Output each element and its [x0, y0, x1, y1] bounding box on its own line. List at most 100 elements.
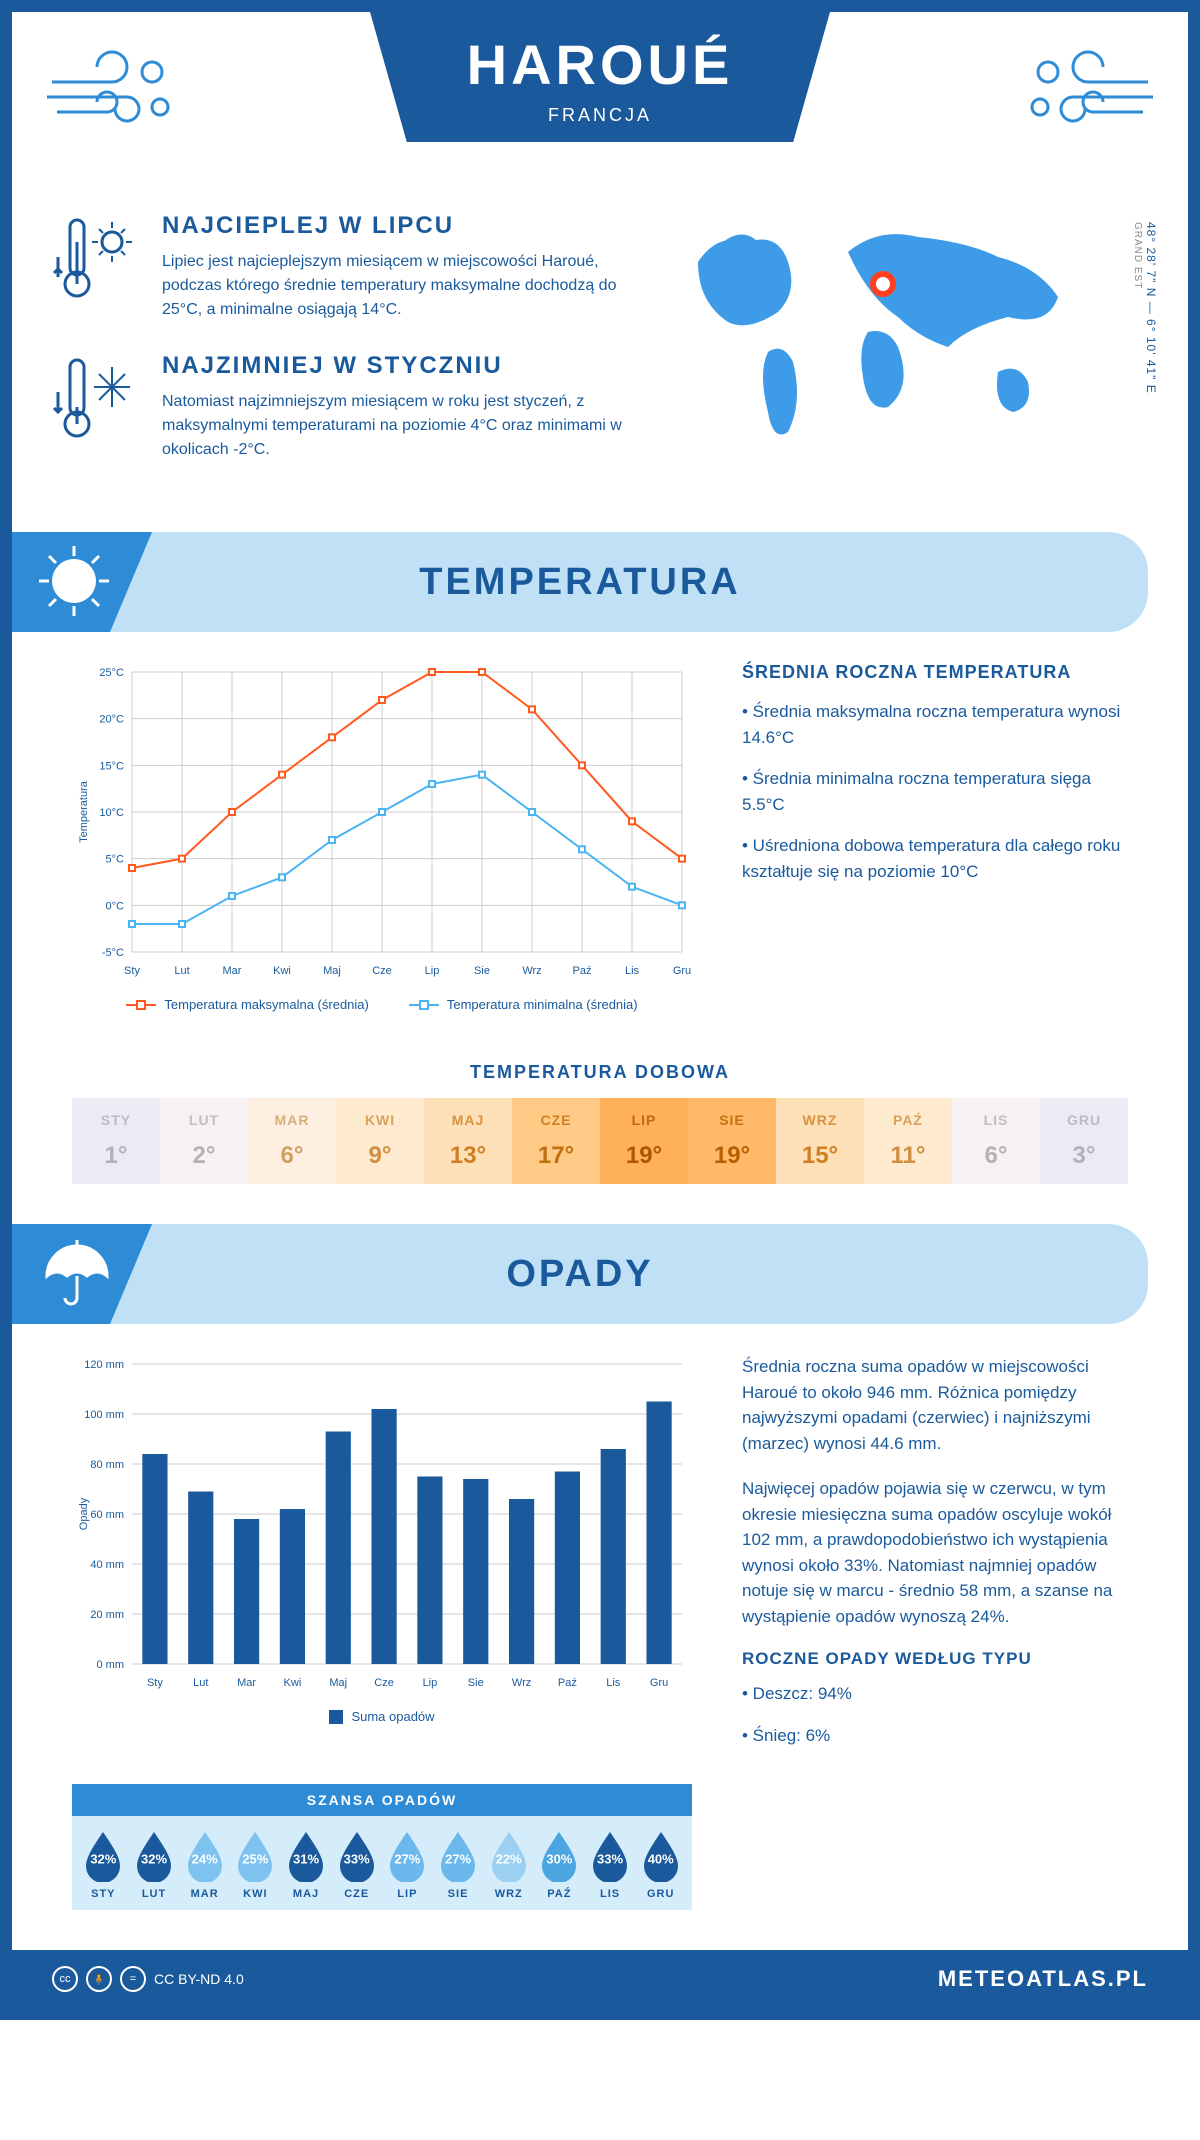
svg-text:Paź: Paź — [573, 965, 592, 977]
annual-temp-b3: • Uśredniona dobowa temperatura dla całe… — [742, 833, 1128, 884]
daily-cell: LUT2° — [160, 1098, 248, 1184]
svg-text:0 mm: 0 mm — [97, 1659, 125, 1671]
svg-text:Gru: Gru — [673, 965, 691, 977]
svg-text:120 mm: 120 mm — [84, 1359, 124, 1371]
daily-cell: PAŹ11° — [864, 1098, 952, 1184]
legend-precip: Suma opadów — [351, 1709, 434, 1724]
precip-snow: • Śnieg: 6% — [742, 1723, 1128, 1749]
header: HAROUÉ FRANCJA — [12, 12, 1188, 192]
hottest-title: NAJCIEPLEJ W LIPCU — [162, 212, 628, 240]
svg-text:Maj: Maj — [323, 965, 341, 977]
thermometer-cold-icon — [52, 352, 142, 442]
annual-temp-heading: ŚREDNIA ROCZNA TEMPERATURA — [742, 662, 1128, 683]
rain-chance-cell: 24%MAR — [179, 1830, 230, 1900]
license-icons: cc 🧍 = CC BY-ND 4.0 — [52, 1966, 244, 1992]
svg-text:Lut: Lut — [193, 1677, 208, 1689]
wind-icon — [1018, 42, 1158, 142]
umbrella-icon — [37, 1236, 112, 1311]
svg-text:40 mm: 40 mm — [90, 1559, 124, 1571]
svg-text:10°C: 10°C — [99, 807, 124, 819]
temp-section-head: TEMPERATURA — [12, 532, 1148, 632]
daily-temp-table: STY1°LUT2°MAR6°KWI9°MAJ13°CZE17°LIP19°SI… — [72, 1098, 1128, 1184]
annual-temp-b1: • Średnia maksymalna roczna temperatura … — [742, 699, 1128, 750]
rain-chance-cell: 31%MAJ — [281, 1830, 332, 1900]
world-map: 48° 28' 7" N — 6° 10' 41" E GRAND EST — [668, 212, 1148, 492]
svg-text:Paź: Paź — [558, 1677, 577, 1689]
svg-text:Wrz: Wrz — [512, 1677, 531, 1689]
location-title: HAROUÉ — [370, 32, 830, 97]
svg-text:0°C: 0°C — [106, 900, 125, 912]
daily-cell: GRU3° — [1040, 1098, 1128, 1184]
rain-chance-box: SZANSA OPADÓW 32%STY32%LUT24%MAR25%KWI31… — [72, 1784, 692, 1910]
svg-text:Opady: Opady — [78, 1497, 90, 1530]
svg-text:Mar: Mar — [223, 965, 242, 977]
svg-text:Sty: Sty — [147, 1677, 163, 1689]
rain-chance-cell: 30%PAŹ — [534, 1830, 585, 1900]
svg-text:Maj: Maj — [329, 1677, 347, 1689]
daily-cell: STY1° — [72, 1098, 160, 1184]
site-name: METEOATLAS.PL — [938, 1966, 1148, 1992]
svg-text:Lip: Lip — [423, 1677, 438, 1689]
rain-chance-cell: 33%CZE — [331, 1830, 382, 1900]
svg-text:Lut: Lut — [174, 965, 189, 977]
rain-chance-cell: 40%GRU — [635, 1830, 686, 1900]
svg-text:100 mm: 100 mm — [84, 1409, 124, 1421]
svg-text:Sie: Sie — [468, 1677, 484, 1689]
svg-text:60 mm: 60 mm — [90, 1509, 124, 1521]
precipitation-chart: 0 mm 20 mm 40 mm 60 mm 80 mm 100 mm 120 mm Sty L… — [72, 1354, 692, 1764]
svg-text:Sie: Sie — [474, 965, 490, 977]
daily-cell: LIP19° — [600, 1098, 688, 1184]
svg-text:25°C: 25°C — [99, 667, 124, 679]
svg-text:-5°C: -5°C — [102, 947, 124, 959]
coordinates: 48° 28' 7" N — 6° 10' 41" E GRAND EST — [1130, 222, 1158, 394]
daily-cell: MAR6° — [248, 1098, 336, 1184]
precip-section-title: OPADY — [506, 1253, 653, 1296]
svg-text:Kwi: Kwi — [284, 1677, 302, 1689]
rain-chance-cell: 22%WRZ — [483, 1830, 534, 1900]
svg-text:80 mm: 80 mm — [90, 1459, 124, 1471]
svg-text:Lip: Lip — [425, 965, 440, 977]
svg-text:20°C: 20°C — [99, 714, 124, 726]
title-banner: HAROUÉ FRANCJA — [370, 12, 830, 142]
svg-text:Gru: Gru — [650, 1677, 668, 1689]
precip-p2: Najwięcej opadów pojawia się w czerwcu, … — [742, 1476, 1128, 1629]
precip-type-heading: ROCZNE OPADY WEDŁUG TYPU — [742, 1649, 1128, 1669]
coldest-text: Natomiast najzimniejszym miesiącem w rok… — [162, 390, 628, 462]
hottest-text: Lipiec jest najcieplejszym miesiącem w m… — [162, 250, 628, 322]
svg-text:20 mm: 20 mm — [90, 1609, 124, 1621]
legend-max: Temperatura maksymalna (średnia) — [164, 997, 368, 1012]
daily-cell: CZE17° — [512, 1098, 600, 1184]
svg-text:Cze: Cze — [372, 965, 392, 977]
annual-temp-b2: • Średnia minimalna roczna temperatura s… — [742, 766, 1128, 817]
svg-text:Lis: Lis — [625, 965, 640, 977]
daily-cell: WRZ15° — [776, 1098, 864, 1184]
temperature-chart: -5°C0°C5°C10°C15°C20°C25°CStyLutMarKwiMa… — [72, 662, 692, 1012]
svg-text:5°C: 5°C — [106, 854, 125, 866]
precip-p1: Średnia roczna suma opadów w miejscowośc… — [742, 1354, 1128, 1456]
svg-text:15°C: 15°C — [99, 760, 124, 772]
sun-icon — [37, 544, 112, 619]
svg-text:Temperatura: Temperatura — [78, 780, 90, 843]
thermometer-hot-icon — [52, 212, 142, 302]
svg-text:Wrz: Wrz — [522, 965, 541, 977]
rain-chance-cell: 27%SIE — [433, 1830, 484, 1900]
precip-rain: • Deszcz: 94% — [742, 1681, 1128, 1707]
daily-temp-title: TEMPERATURA DOBOWA — [12, 1062, 1188, 1083]
rain-chance-cell: 32%STY — [78, 1830, 129, 1900]
rain-chance-cell: 27%LIP — [382, 1830, 433, 1900]
footer: cc 🧍 = CC BY-ND 4.0 METEOATLAS.PL — [12, 1950, 1188, 2008]
wind-icon — [42, 42, 182, 142]
temp-section-title: TEMPERATURA — [419, 561, 741, 604]
rain-chance-cell: 33%LIS — [585, 1830, 636, 1900]
coldest-block: NAJZIMNIEJ W STYCZNIU Natomiast najzimni… — [52, 352, 628, 462]
hottest-block: NAJCIEPLEJ W LIPCU Lipiec jest najcieple… — [52, 212, 628, 322]
rain-chance-cell: 25%KWI — [230, 1830, 281, 1900]
precip-section-head: OPADY — [12, 1224, 1148, 1324]
license-text: CC BY-ND 4.0 — [154, 1971, 244, 1987]
daily-cell: SIE19° — [688, 1098, 776, 1184]
daily-cell: KWI9° — [336, 1098, 424, 1184]
svg-text:Cze: Cze — [374, 1677, 394, 1689]
chance-title: SZANSA OPADÓW — [72, 1784, 692, 1816]
daily-cell: LIS6° — [952, 1098, 1040, 1184]
svg-text:Kwi: Kwi — [273, 965, 291, 977]
